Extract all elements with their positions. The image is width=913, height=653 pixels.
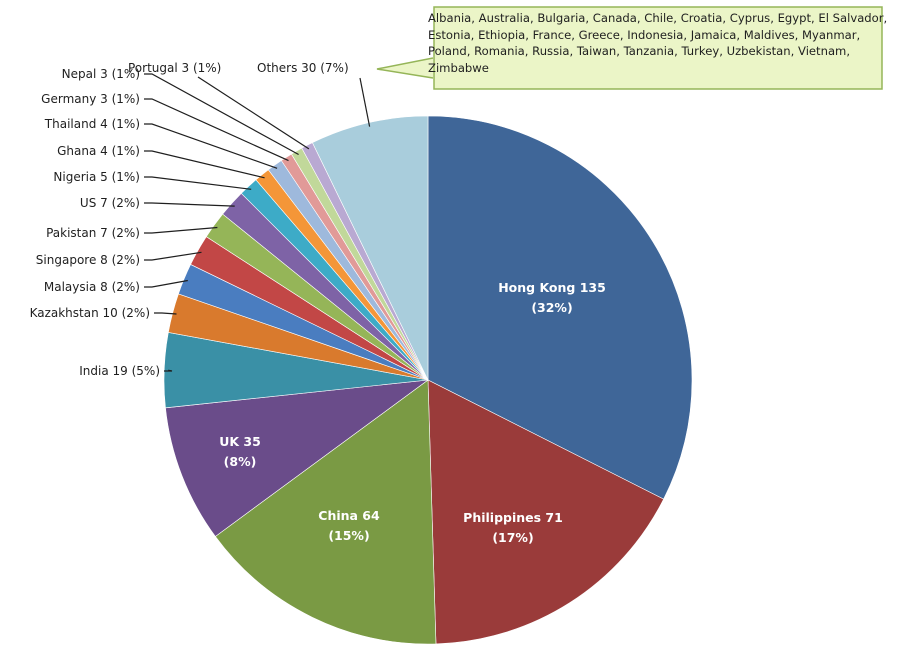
slice-label-germany: Germany 3 (1%) xyxy=(41,92,140,106)
slice-label-hong-kong: Hong Kong 135 (32%) xyxy=(498,280,606,315)
callout-country: Uzbekistan, xyxy=(726,44,795,58)
pie-slice-china xyxy=(214,379,437,645)
slice-label-china: China 64 (15%) xyxy=(318,508,380,543)
slice-label-ghana: Ghana 4 (1%) xyxy=(57,144,140,158)
leader-line-portugal xyxy=(197,76,310,150)
pie-slice-philippines xyxy=(427,379,664,645)
callout-country: Estonia, xyxy=(428,27,475,42)
slice-label-pakistan: Pakistan 7 (2%) xyxy=(46,226,140,240)
slice-label-nigeria: Nigeria 5 (1%) xyxy=(53,170,140,184)
leader-line-germany xyxy=(144,98,289,162)
callout-country: Tanzania, xyxy=(623,44,678,58)
callout-pointer xyxy=(376,57,434,79)
slice-label-uk: UK 35 (8%) xyxy=(219,434,261,469)
slice-label-philippines: Philippines 71 (17%) xyxy=(463,510,563,545)
pie-slice-hong-kong xyxy=(427,115,693,500)
callout-country: France, xyxy=(532,27,575,42)
callout-country: Zimbabwe xyxy=(428,60,489,75)
callout-country: Indonesia, xyxy=(627,27,688,42)
slice-label-portugal: Portugal 3 (1%) xyxy=(128,61,221,75)
leader-line-kazakhstan xyxy=(154,312,177,315)
slice-labels: Hong Kong 135 (32%) Philippines 71 (17%) Chi… xyxy=(30,61,606,545)
leader-line-nigeria xyxy=(144,176,252,190)
callout-country: Maldives, xyxy=(743,27,799,42)
callout-country: Australia, xyxy=(478,11,534,25)
pie-slices xyxy=(163,115,693,645)
pie-slice-uk xyxy=(165,379,430,537)
leader-line-others xyxy=(359,77,371,127)
leader-line-india xyxy=(164,369,173,372)
slice-label-us: US 7 (2%) xyxy=(80,196,140,210)
slice-label-singapore: Singapore 8 (2%) xyxy=(36,253,140,267)
callout-box xyxy=(433,6,883,90)
callout-country: Romania, xyxy=(474,44,529,58)
slice-label-india: India 19 (5%) xyxy=(79,364,160,378)
slice-label-others: Others 30 (7%) xyxy=(257,61,349,75)
callout-country: Egypt, xyxy=(777,11,815,25)
leader-line-pakistan xyxy=(144,226,218,234)
callout-country: Canada, xyxy=(592,11,641,25)
callout-country: Cyprus, xyxy=(729,11,774,25)
callout-country: Vietnam, xyxy=(798,44,851,58)
leader-line-us xyxy=(144,202,235,207)
slice-label-thailand: Thailand 4 (1%) xyxy=(44,117,140,131)
slice-label-nepal: Nepal 3 (1%) xyxy=(62,67,140,81)
callout-country: Bulgaria, xyxy=(537,11,590,25)
callout-country: Chile, xyxy=(644,11,677,25)
leader-line-ghana xyxy=(144,150,265,179)
callout-country: El Salvador, xyxy=(818,11,888,25)
others-callout xyxy=(433,6,883,90)
leader-line-singapore xyxy=(144,251,202,261)
leader-line-thailand xyxy=(144,123,278,169)
callout-country: Albania, xyxy=(428,11,475,25)
slice-label-kazakhstan: Kazakhstan 10 (2%) xyxy=(30,306,150,320)
callout-country: Russia, xyxy=(532,44,574,58)
leader-line-malaysia xyxy=(144,279,188,288)
callout-country: Taiwan, xyxy=(576,44,620,58)
callout-country: Croatia, xyxy=(680,11,727,25)
slice-label-malaysia: Malaysia 8 (2%) xyxy=(44,280,140,294)
callout-country: Ethiopia, xyxy=(478,27,529,42)
callout-country: Turkey, xyxy=(681,44,723,58)
callout-country: Jamaica, xyxy=(690,27,741,42)
leader-lines xyxy=(144,73,371,372)
callout-country: Myanmar, xyxy=(802,27,861,42)
callout-country: Greece, xyxy=(578,27,624,42)
leader-line-nepal xyxy=(144,73,299,156)
callout-country: Poland, xyxy=(428,44,471,58)
others-callout-text: Albania, Australia, Bulgaria, Canada, Ch… xyxy=(428,10,888,76)
